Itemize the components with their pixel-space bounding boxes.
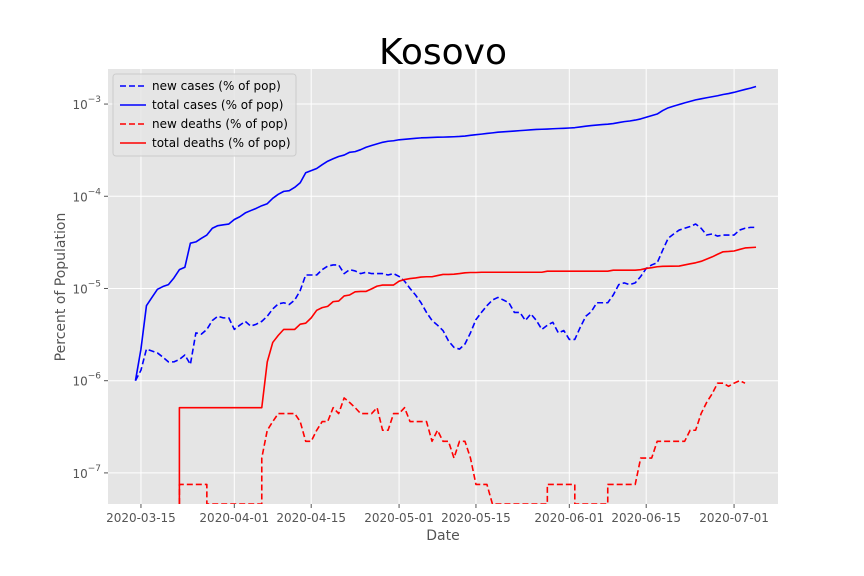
x-tick-label: 2020-06-01 [534, 511, 604, 525]
chart-title: Kosovo [379, 32, 507, 73]
x-tick-label: 2020-06-15 [611, 511, 681, 525]
y-tick-exponent: −3 [88, 95, 101, 105]
x-tick-label: 2020-04-01 [199, 511, 269, 525]
y-tick-exponent: −5 [88, 279, 101, 289]
series-line-new-deaths [178, 379, 746, 504]
x-tick-label: 2020-04-15 [276, 511, 346, 525]
y-axis-label: Percent of Population [53, 213, 69, 362]
x-axis-ticks: 2020-03-15 2020-04-01 2020-04-15 2020-05-01… [106, 504, 769, 525]
x-tick-label: 2020-03-15 [106, 511, 176, 525]
y-tick-exponent: −6 [88, 372, 102, 382]
y-tick-exponent: −4 [88, 187, 102, 197]
y-tick-label: 10−5 [72, 279, 101, 296]
y-tick-label: 10−3 [72, 95, 101, 112]
x-axis-label: Date [426, 528, 459, 544]
series-line-total-cases [134, 85, 757, 381]
y-tick-label: 10−6 [72, 372, 101, 389]
y-tick-label: 10−7 [72, 464, 101, 481]
y-tick-base: 10 [72, 282, 87, 296]
legend-box [112, 73, 297, 157]
legend-label: total cases (% of pop) [152, 98, 283, 112]
y-tick-base: 10 [72, 375, 87, 389]
legend-label: new cases (% of pop) [152, 79, 281, 93]
y-tick-exponent: −7 [88, 464, 101, 474]
x-tick-label: 2020-05-01 [364, 511, 434, 525]
y-tick-base: 10 [72, 98, 87, 112]
legend-label: new deaths (% of pop) [152, 117, 288, 131]
series-line-total-deaths [178, 246, 757, 504]
y-tick-label: 10−4 [72, 187, 101, 204]
legend-label: total deaths (% of pop) [152, 136, 291, 150]
series-lines [134, 85, 757, 504]
y-axis-ticks: 10−710−610−510−410−3 [72, 95, 108, 481]
x-tick-label: 2020-07-01 [699, 511, 769, 525]
legend: new cases (% of pop) total cases (% of po… [112, 73, 297, 157]
series-line-new-cases [134, 223, 757, 382]
y-tick-base: 10 [72, 190, 87, 204]
x-tick-label: 2020-05-15 [441, 511, 511, 525]
y-tick-base: 10 [72, 467, 87, 481]
